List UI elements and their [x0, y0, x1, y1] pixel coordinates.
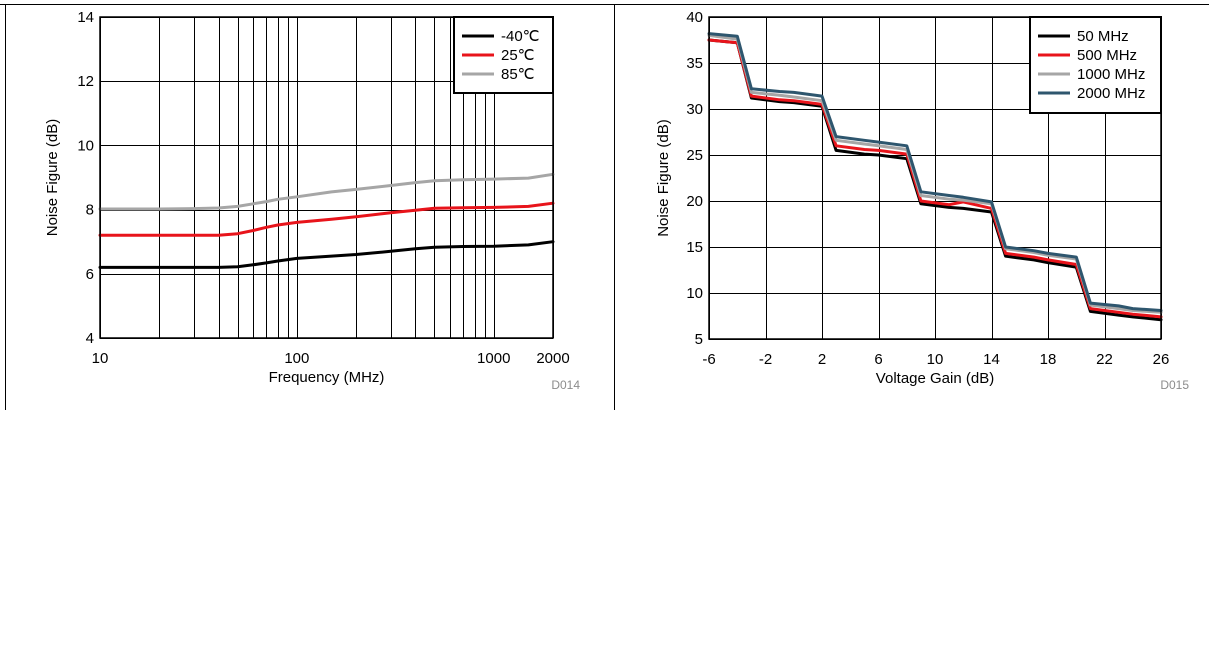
- chart1-y-tick-label: 6: [86, 266, 94, 283]
- chart2-x-tick-label: 22: [1096, 351, 1113, 368]
- chart1-x-tick-label: 100: [284, 350, 309, 367]
- panel-frame: [0, 4, 1209, 410]
- chart1-y-tick-label: 14: [77, 9, 94, 26]
- chart2-y-tick-label: 35: [686, 55, 703, 72]
- chart2-x-tick-label: 10: [927, 351, 944, 368]
- chart1-legend: -40℃ 25℃ 85℃: [453, 16, 554, 94]
- chart2-legend-label: 2000 MHz: [1077, 85, 1145, 102]
- chart1-code-label: D014: [551, 378, 580, 392]
- chart2-x-tick-label: -2: [759, 351, 772, 368]
- chart1-y-tick-label: 4: [86, 330, 94, 347]
- chart2-y-tick-label: 25: [686, 147, 703, 164]
- chart2-x-tick-label: 6: [874, 351, 882, 368]
- chart2-y-tick-label: 10: [686, 285, 703, 302]
- chart1-x-ticks: 10 100 1000 2000: [92, 350, 570, 367]
- chart2-legend-label: 1000 MHz: [1077, 66, 1145, 83]
- chart1-y-tick-label: 10: [77, 137, 94, 154]
- chart2-x-tick-label: 26: [1153, 351, 1170, 368]
- chart1-legend-label: -40℃: [501, 28, 540, 45]
- chart2-code-label: D015: [1160, 378, 1189, 392]
- chart2-series: [707, 32, 1163, 322]
- chart1-x-axis-label: Frequency (MHz): [269, 369, 385, 386]
- chart1-y-axis-label: Noise Figure (dB): [44, 119, 61, 237]
- chart2-legend-label: 500 MHz: [1077, 47, 1137, 64]
- chart2-legend-label: 50 MHz: [1077, 28, 1129, 45]
- chart2-legend: 50 MHz 500 MHz 1000 MHz 2000 MHz: [1029, 16, 1162, 114]
- chart1-plot-frame: [99, 16, 554, 339]
- chart2-series-line-2000-mhz: [707, 32, 1163, 312]
- chart2-plot-frame: [708, 16, 1162, 340]
- chart2-y-ticks: 5 10 15 20 25 30 35 40: [686, 9, 703, 348]
- chart1-x-tick-label: 10: [92, 350, 109, 367]
- chart1-y-ticks: 4 6 8 10 12 14: [77, 9, 94, 347]
- chart2-x-tick-label: 18: [1040, 351, 1057, 368]
- chart1-series: [98, 172, 555, 269]
- chart2-legend-box: [1029, 16, 1162, 114]
- chart1-y-tick-label: 12: [77, 73, 94, 90]
- chart1-y-tick-label: 8: [86, 202, 94, 219]
- chart2-x-axis-label: Voltage Gain (dB): [876, 370, 994, 387]
- chart2-x-ticks: -6 -2 2 6 10 14 18 22 26: [702, 351, 1169, 368]
- chart2-y-axis-label: Noise Figure (dB): [655, 119, 672, 237]
- chart2-x-tick-label: -6: [702, 351, 715, 368]
- chart1-legend-label: 25℃: [501, 47, 535, 64]
- chart2-x-tick-label: 2: [818, 351, 826, 368]
- chart2-x-tick-label: 14: [983, 351, 1000, 368]
- noise-figure-vs-frequency-chart: 4 6 8 10 12 14 10 100 1000 2000 Noise Figure (dB…: [44, 9, 580, 392]
- chart1-series-line-40: [98, 240, 555, 269]
- chart1-series-line-25: [98, 201, 555, 237]
- chart1-series-line-85: [98, 172, 555, 211]
- chart1-x-tick-label: 2000: [536, 350, 569, 367]
- chart2-y-tick-label: 15: [686, 239, 703, 256]
- chart2-y-tick-label: 20: [686, 193, 703, 210]
- chart1-x-tick-label: 1000: [477, 350, 510, 367]
- chart2-y-tick-label: 30: [686, 101, 703, 118]
- chart1-legend-label: 85℃: [501, 66, 535, 83]
- chart2-y-tick-label: 40: [686, 9, 703, 26]
- chart2-y-tick-label: 5: [695, 331, 703, 348]
